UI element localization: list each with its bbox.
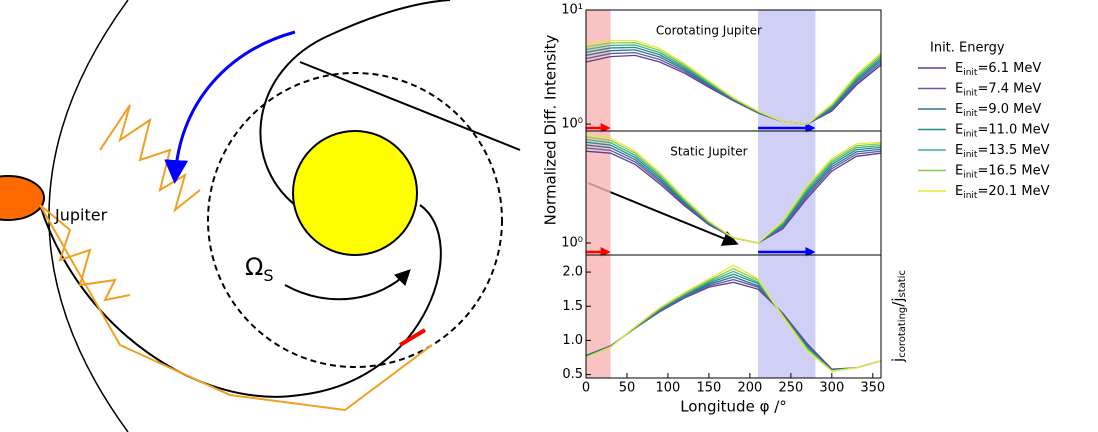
series-line [585,42,882,125]
legend-label: Einit=7.4 MeV [955,81,1041,98]
legend-label-part: E [955,184,963,199]
legend-label-part: E [955,81,963,96]
y-axis-label: Normalized Diff. Intensity [542,35,560,226]
y-tick-label: 10¹ [561,3,583,18]
legend-label-part: init [963,170,978,180]
ratio-label: jcorotating/jstatic [889,270,909,363]
legend-label-part: E [955,143,963,158]
red-arrow [398,328,427,347]
y-tick-label: 1.0 [562,333,583,348]
jupiter-label: Jupiter [54,206,108,225]
omega-label: ΩS [245,253,274,285]
blue-arrow [164,30,296,184]
dashed-orbit [207,72,503,368]
legend-label-part: =6.1 MeV [977,61,1041,76]
x-tick-label: 100 [656,381,681,396]
legend-label-part: E [955,102,963,117]
x-tick-label: 300 [819,381,844,396]
y-tick-label: 10⁰ [561,117,583,132]
series-line [585,51,882,125]
legend-label: Einit=13.5 MeV [955,143,1050,160]
legend-label-part: =20.1 MeV [977,184,1049,199]
x-tick-label: 0 [582,381,590,396]
legend-label-part: =11.0 MeV [977,122,1049,137]
shaded-band [586,255,611,378]
series-line [585,270,882,372]
diagram: Jupiter ΩS [0,0,739,432]
panel-frame [585,254,882,379]
legend-label: Einit=20.1 MeV [955,184,1050,201]
series-line [585,281,882,370]
series-line [585,267,882,372]
legend-label-part: =13.5 MeV [977,143,1049,158]
series-line [585,150,882,244]
y-tick-label: 10⁰ [561,235,583,250]
x-tick-label: 350 [860,381,885,396]
series-line [585,39,882,125]
orange-zigzag [99,104,201,213]
rotation-arrow [284,269,411,301]
panel-title: Static Jupiter [670,145,747,159]
chart: 10⁰ 10¹ Corotating Jupiter 10⁰ Static Jupite… [542,3,1050,416]
x-tick-label: 50 [619,381,636,396]
legend-label-part: init [963,68,978,78]
orange-zigzag [39,204,131,302]
jupiter [0,175,45,221]
ratio-label-part: /j [889,298,907,307]
omega: Ω [245,253,263,281]
series-line [585,133,882,244]
legend-label-part: E [955,163,963,178]
legend-title: Init. Energy [930,41,1005,56]
ratio-label-part: j [889,358,907,363]
x-tick-label: 150 [697,381,722,396]
series-line [585,276,882,371]
y-tick-label: 0.5 [562,367,583,382]
legend-label: Einit=16.5 MeV [955,163,1050,180]
series-line [585,264,882,372]
sun [292,130,418,256]
legend-label-part: =16.5 MeV [977,163,1049,178]
series-line [585,46,882,125]
x-tick-label: 250 [778,381,803,396]
legend-label-part: init [963,191,978,201]
ratio-label-part: static [897,270,908,297]
legend-label-part: E [955,61,963,76]
y-tick-label: 1.5 [562,299,583,314]
y-tick-label: 2.0 [562,265,583,280]
legend-label: Einit=11.0 MeV [955,122,1050,139]
x-tick-label: 200 [737,381,762,396]
pointer-line [299,61,521,151]
series-line [585,273,882,372]
legend-label-part: init [963,129,978,139]
ratio-label-part: corotating [897,307,908,358]
legend-label-part: =9.0 MeV [977,102,1041,117]
pointer-line [587,182,739,246]
panel-title: Corotating Jupiter [656,24,762,38]
legend-label-part: =7.4 MeV [977,81,1041,96]
series-line [585,54,882,125]
series-line [585,44,882,125]
omega-sub: S [263,266,273,285]
series-line [585,49,882,125]
spiral-upper [259,0,451,206]
legend-label-part: init [963,150,978,160]
legend-label-part: init [963,88,978,98]
orbit-arc [48,0,129,432]
legend-label: Einit=6.1 MeV [955,61,1041,78]
orange-path [39,204,433,412]
shaded-band [586,10,611,131]
legend-label: Einit=9.0 MeV [955,102,1041,119]
legend-label-part: init [963,109,978,119]
shaded-band [758,10,816,131]
series-line [585,278,882,371]
legend-label-part: E [955,122,963,137]
x-axis-label: Longitude φ /° [680,398,787,416]
shaded-band [758,255,816,378]
